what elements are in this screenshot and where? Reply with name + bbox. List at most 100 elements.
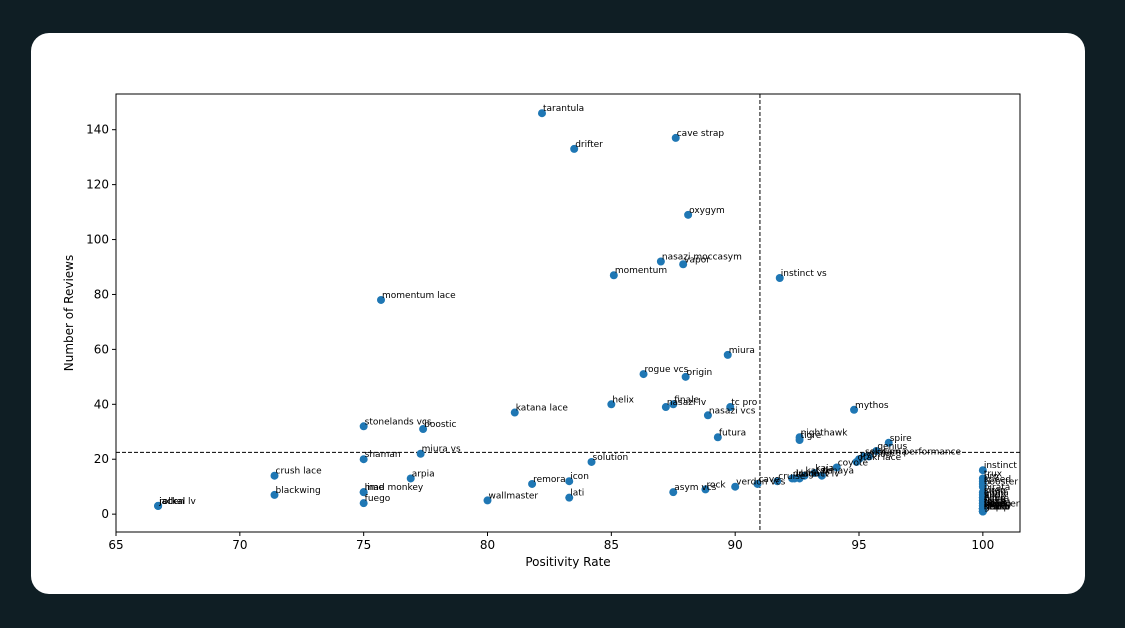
point-label: otaki lace [858,453,902,463]
point-label: miura vs [422,445,461,455]
x-tick-label: 75 [356,538,371,552]
data-point [656,257,665,266]
data-point [978,482,987,491]
data-point [377,295,386,304]
point-label: ninja [984,494,1006,504]
point-label: remora [533,475,566,485]
point-label: helix [612,395,634,405]
y-tick-label: 140 [86,123,109,137]
point-label: jackal [158,497,185,507]
point-label: mythos [855,401,889,411]
data-point [669,400,678,409]
point-label: rollen [159,497,184,507]
point-label: focus [984,500,1008,510]
point-label: solution [593,453,629,463]
point-label: asym vcs [674,483,716,493]
data-point [978,504,987,513]
y-tick-label: 0 [101,507,109,521]
point-label: pro [984,472,999,482]
y-axis-title: Number of Reviews [62,255,76,371]
x-axis-title: Positivity Rate [525,555,610,569]
data-point [587,457,596,466]
data-point [810,468,819,477]
point-label: grip [984,502,1002,512]
point-label: tenaya [823,467,854,477]
point-label: verdon vcs [736,478,785,488]
point-label: booster [984,478,1018,488]
point-label: rock [706,480,726,490]
data-point [669,488,678,497]
data-point [884,438,893,447]
point-label: fuego [365,494,391,504]
data-point [850,405,859,414]
point-label: miura [729,346,755,356]
point-label: force [984,497,1007,507]
data-point [406,474,415,483]
data-point [832,463,841,472]
y-tick-label: 40 [94,397,109,411]
data-point [609,271,618,280]
data-point [359,455,368,464]
data-point [270,490,279,499]
point-label: blackwing [276,486,321,496]
point-label: arpia [412,469,435,479]
data-point [872,446,881,455]
x-tick-label: 70 [232,538,247,552]
data-point [852,457,861,466]
point-label: titan [984,502,1005,512]
point-label: nasazi vcs [709,406,756,416]
point-label: cave [758,475,780,485]
data-point [537,109,546,118]
data-point [753,479,762,488]
data-point [681,372,690,381]
point-label: kataki [806,467,833,477]
data-point [731,482,740,491]
point-label: wallmaster [489,491,539,501]
point-label: clamp [984,500,1012,510]
point-label: cruise [778,472,806,482]
y-tick-label: 80 [94,287,109,301]
data-point [359,499,368,508]
point-label: tarantula [543,104,584,114]
point-label: nasazi lv [667,398,707,408]
data-point [483,496,492,505]
x-tick-label: 95 [851,538,866,552]
point-label: solution performance [865,447,962,457]
point-label: hoop [984,491,1007,501]
point-label: lava [984,500,1003,510]
point-label: rogue vcs [645,365,689,375]
point-label: nighthawk [801,428,849,438]
point-label: stonelands vcs [365,417,432,427]
data-point [607,400,616,409]
data-point [679,260,688,269]
point-label: drago [793,469,820,479]
point-label: sharp [984,502,1010,512]
point-label: bionic [984,500,1011,510]
data-point [510,408,519,417]
point-label: flash [984,497,1006,507]
point-label: jackal lv [158,497,196,507]
chart-card: 65 70 75 80 85 90 95 100 0 20 40 60 80 100 120 140 tara… [31,33,1085,594]
data-point [701,485,710,494]
data-point [639,370,648,379]
x-tick-label: 100 [971,538,994,552]
point-label: alpha [984,489,1009,499]
data-point [154,501,163,510]
point-label: shaman [365,450,401,460]
point-label: thunder [984,500,1020,510]
point-label: tigre [801,431,822,441]
point-label: momentum lace [382,291,456,301]
point-label: genius [877,442,907,452]
point-label: drifter [575,140,603,150]
data-point [978,466,987,475]
point-label: instinct vs [781,269,827,279]
point-label: speed [984,475,1011,485]
y-tick-label: 120 [86,178,109,192]
data-point [570,144,579,153]
point-label: vapor [684,255,710,265]
point-label: instinct lv [796,469,840,479]
point-label: origin [687,368,713,378]
data-point [416,449,425,458]
point-label: shark [984,500,1010,510]
data-point [565,477,574,486]
